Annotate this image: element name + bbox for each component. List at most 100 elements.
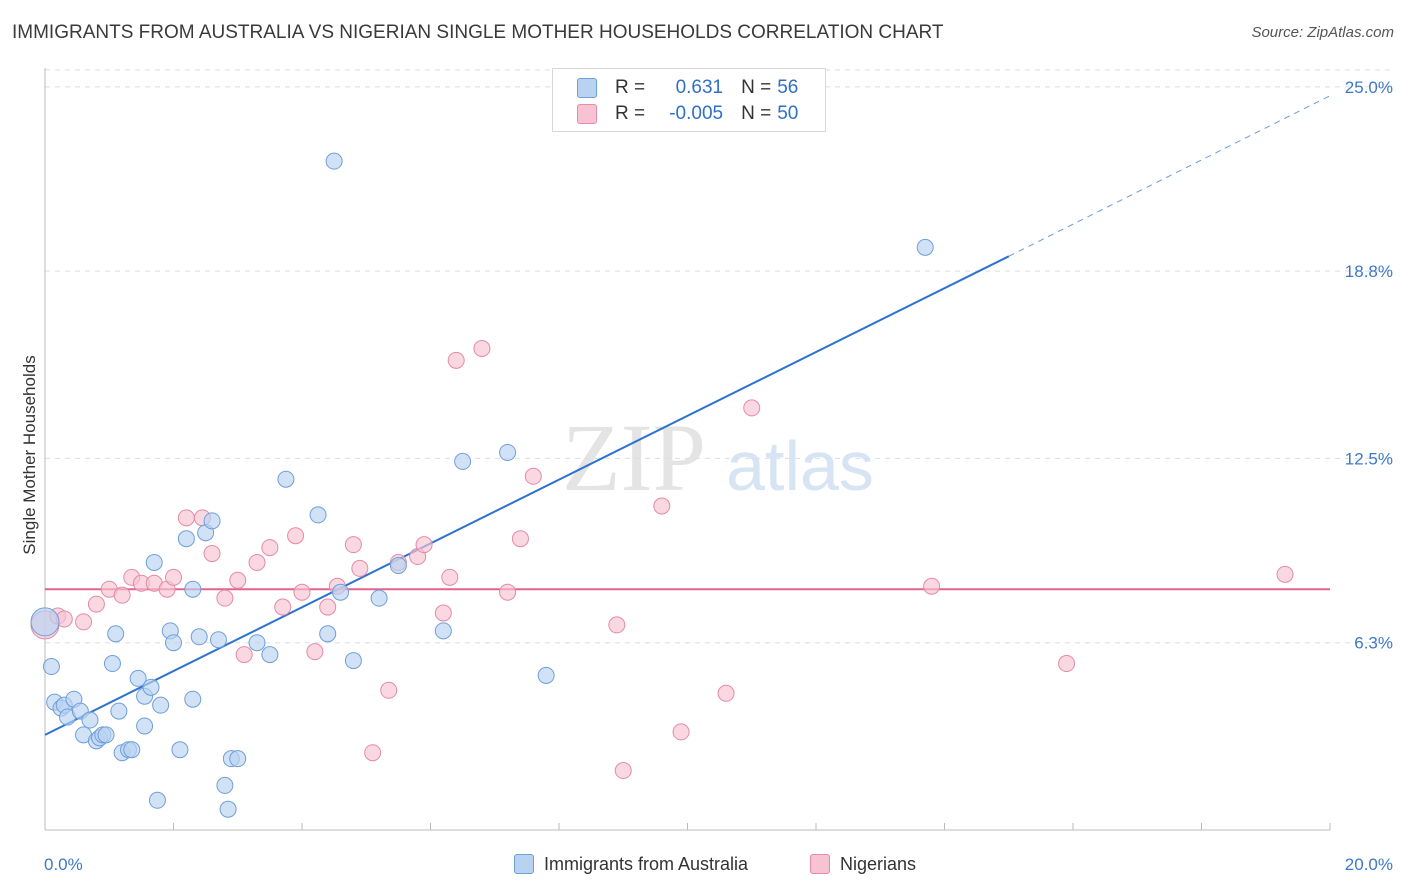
n-label: N =: [741, 77, 772, 98]
point-nigerians: [524, 467, 542, 485]
tick-labels: 6.3% 12.5% 18.8% 25.0% 0.0% 20.0%: [44, 78, 1393, 874]
point-nigerians: [87, 595, 105, 613]
legend-item-nigerians: Nigerians: [810, 852, 916, 876]
blue-swatch-icon: [514, 854, 534, 874]
legend-row-australia: R = 0.631 N = 56: [577, 76, 798, 100]
point-australia: [229, 750, 247, 768]
point-nigerians: [165, 568, 182, 586]
point-nigerians: [344, 536, 362, 554]
point-australia: [389, 556, 407, 574]
point-nigerians: [434, 604, 452, 622]
y-tick-label: 18.8%: [1345, 262, 1393, 281]
point-australia: [370, 589, 388, 607]
point-nigerians: [614, 762, 632, 780]
point-australia: [344, 652, 362, 670]
point-australia: [190, 628, 208, 646]
trend-lines: [44, 95, 1331, 736]
y-tick-label: 12.5%: [1345, 449, 1393, 468]
watermark-atlas: atlas: [726, 427, 874, 505]
point-nigerians: [447, 351, 465, 369]
point-nigerians: [672, 723, 690, 741]
point-australia: [165, 634, 182, 652]
point-australia: [142, 678, 160, 696]
correlation-legend: R = 0.631 N = 56 R = -0.005 N = 50: [552, 68, 826, 132]
point-nigerians: [380, 681, 398, 699]
r-label: R =: [615, 77, 646, 98]
point-australia: [916, 238, 934, 256]
r-value: -0.005: [669, 103, 724, 124]
point-australia: [434, 622, 452, 640]
pink-swatch-icon: [810, 854, 830, 874]
chart-title: IMMIGRANTS FROM AUSTRALIA VS NIGERIAN SI…: [12, 22, 944, 43]
point-australia: [219, 800, 237, 818]
n-value: 56: [777, 77, 799, 98]
point-australia: [319, 625, 337, 643]
point-australia: [203, 512, 221, 530]
point-nigerians: [229, 571, 247, 589]
point-australia: [277, 470, 295, 488]
r-label: R =: [615, 103, 646, 124]
point-nigerians: [473, 339, 491, 357]
point-australia: [325, 152, 343, 170]
r-value: 0.631: [675, 77, 724, 98]
point-nigerians: [608, 616, 626, 634]
point-australia: [261, 646, 279, 664]
legend-item-australia: Immigrants from Australia: [514, 852, 748, 876]
point-nigerians: [203, 545, 221, 563]
point-nigerians: [441, 568, 459, 586]
point-nigerians: [743, 399, 761, 417]
point-australia: [177, 530, 195, 548]
point-australia: [148, 791, 166, 809]
n-value: 50: [777, 103, 799, 124]
legend-label: Immigrants from Australia: [544, 853, 749, 874]
point-australia: [216, 776, 234, 794]
point-australia: [123, 741, 141, 759]
point-nigerians: [1058, 655, 1076, 673]
point-nigerians: [319, 598, 337, 616]
point-australia: [184, 580, 202, 598]
point-australia: [537, 666, 555, 684]
point-australia: [103, 655, 121, 673]
point-nigerians: [923, 577, 941, 595]
point-australia: [30, 607, 60, 637]
point-nigerians: [293, 583, 311, 601]
point-australia: [454, 452, 472, 470]
trend-line-australia: [44, 255, 1010, 736]
point-nigerians: [1276, 565, 1294, 583]
point-nigerians: [499, 583, 517, 601]
point-australia: [136, 717, 154, 735]
point-australia: [110, 702, 128, 720]
point-nigerians: [113, 586, 131, 604]
point-australia: [42, 658, 60, 676]
source-label: Source: ZipAtlas.com: [1251, 24, 1394, 41]
x-tick-label: 20.0%: [1345, 855, 1393, 874]
point-nigerians: [653, 497, 671, 515]
point-australia: [152, 696, 170, 714]
y-tick-label: 6.3%: [1354, 634, 1393, 653]
blue-swatch-icon: [577, 78, 597, 98]
point-nigerians: [274, 598, 292, 616]
point-nigerians: [717, 684, 735, 702]
point-australia: [499, 443, 517, 461]
watermark-zip: ZIP: [562, 404, 706, 511]
point-nigerians: [351, 559, 369, 577]
point-australia: [129, 669, 147, 687]
point-nigerians: [415, 536, 433, 554]
point-australia: [107, 625, 125, 643]
point-nigerians: [364, 744, 382, 762]
point-nigerians: [177, 509, 195, 527]
gridlines: [45, 69, 1395, 644]
data-points: [30, 152, 1294, 818]
point-australia: [184, 690, 202, 708]
point-nigerians: [287, 527, 305, 545]
point-australia: [209, 631, 227, 649]
point-australia: [145, 553, 163, 571]
point-australia: [248, 634, 266, 652]
point-nigerians: [261, 539, 279, 557]
point-nigerians: [75, 613, 93, 631]
legend-label: Nigerians: [840, 853, 917, 874]
legend-row-nigerians: R = -0.005 N = 50: [577, 102, 798, 126]
x-tick-label: 0.0%: [44, 855, 83, 874]
point-nigerians: [306, 643, 324, 661]
